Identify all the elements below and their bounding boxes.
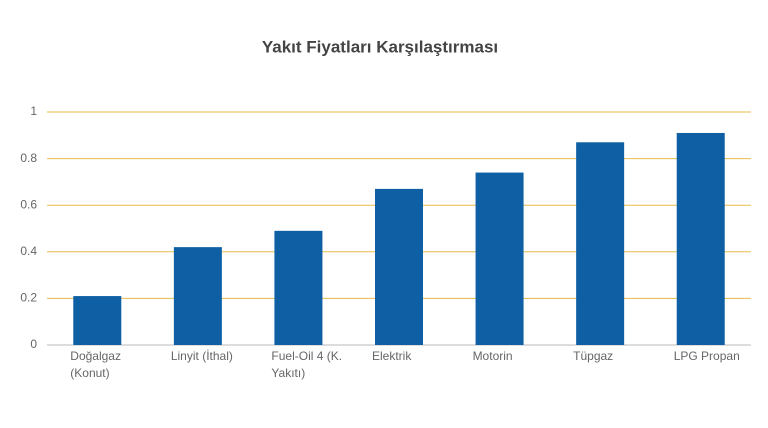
x-tick-label: Tüpgaz [573, 349, 614, 363]
x-tick-label: LPG Propan [673, 349, 740, 363]
bar [73, 296, 122, 345]
x-tick-label: Elektrik [372, 349, 412, 363]
bar [475, 172, 524, 345]
y-tick-label: 0 [30, 337, 37, 351]
y-tick-label: 1 [30, 104, 37, 118]
x-tick-label: Linyit (İthal) [170, 349, 233, 363]
chart-title: Yakıt Fiyatları Karşılaştırması [262, 37, 498, 56]
y-tick-label: 0.8 [20, 151, 37, 165]
y-tick-label: 0.6 [20, 197, 37, 211]
x-tick-label: Fuel-Oil 4 (K. Yakıtı) [271, 349, 343, 380]
y-tick-label: 0.2 [20, 291, 37, 305]
bar [173, 247, 222, 345]
x-tick-label: Doğalgaz (Konut) [70, 349, 121, 380]
bar [274, 230, 323, 345]
y-tick-label: 0.4 [20, 244, 37, 258]
bar [676, 132, 725, 345]
bar [576, 142, 625, 345]
x-tick-label: Motorin [472, 349, 513, 363]
bar [375, 188, 423, 345]
